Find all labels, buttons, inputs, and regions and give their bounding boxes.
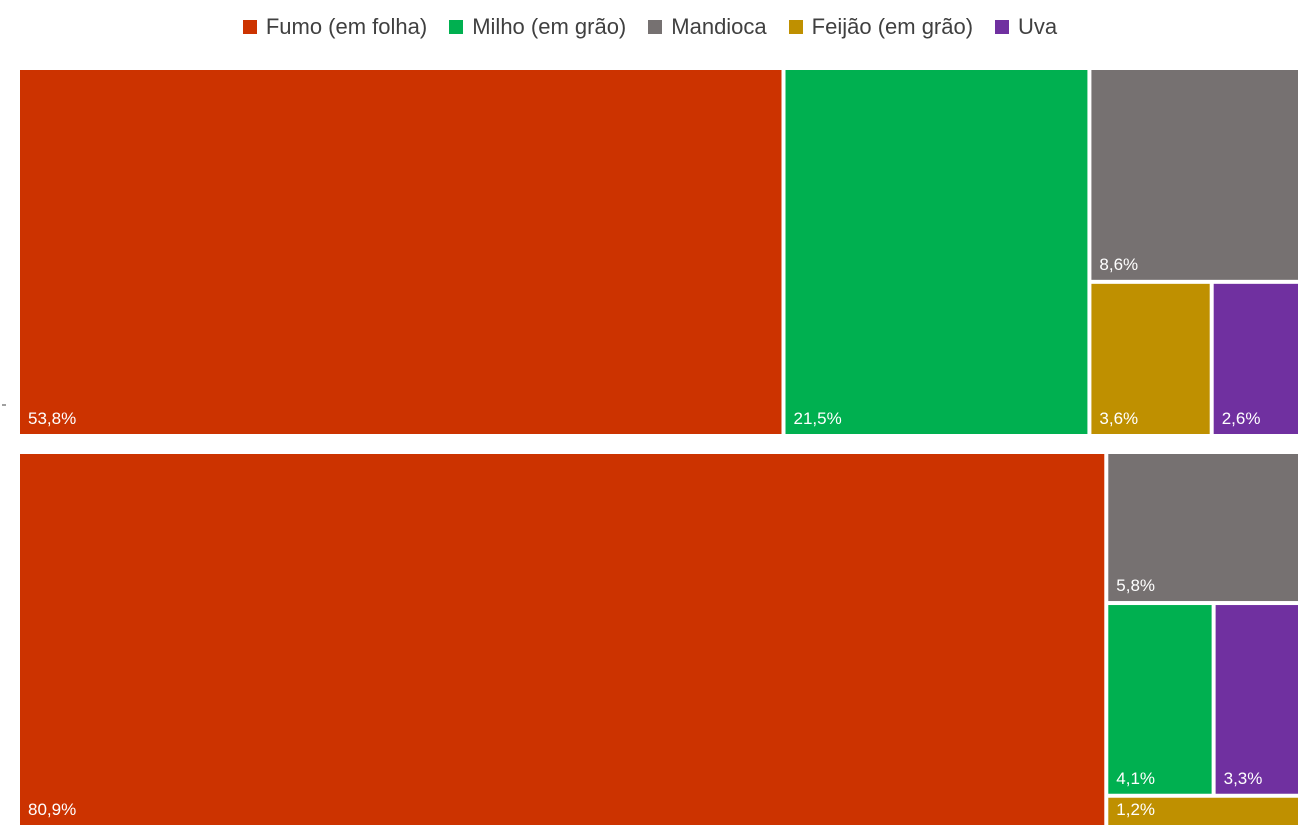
legend-swatch-milho [449,20,464,34]
data-label-feijao-em-grao: 1,2% [1116,800,1155,819]
data-label-milho-em-grao: 21,5% [794,409,842,428]
data-label-milho-em-grao: 4,1% [1116,769,1155,788]
treemap-cell-mandioca-panel-2: 5,8% [1108,454,1298,602]
treemap-cell-milho-em-grao-panel-2: 4,1% [1108,605,1212,794]
legend-label-fumo: Fumo (em folha) [265,14,428,39]
treemap-rect-feijao-em-grao [1108,797,1298,825]
legend-item-uva: Uva [995,14,1057,40]
legend-label-uva: Uva [1018,14,1058,39]
treemap-cell-uva-panel-2: 3,3% [1215,605,1298,794]
treemap-cell-feijao-em-grao-panel-1: 3,6% [1091,283,1210,434]
legend-swatch-mandioca [648,20,663,34]
legend-item-feijao: Feijão (em grão) [788,14,974,40]
legend-item-fumo: Fumo (em folha) [242,14,428,40]
treemap-cell-milho-em-grao-panel-1: 21,5% [785,70,1088,434]
legend-item-milho: Milho (em grão) [449,14,626,40]
treemap-rect-fumo-em-folha [20,454,1105,825]
treemap-rect-milho-em-grao [785,70,1088,434]
treemap-cell-fumo-em-folha-panel-2: 80,9% [20,454,1105,825]
legend-label-milho: Milho (em grão) [472,14,627,39]
data-label-uva: 3,3% [1224,769,1263,788]
data-label-mandioca: 5,8% [1116,576,1155,595]
treemap-cell-feijao-em-grao-panel-2: 1,2% [1108,797,1298,825]
treemap-rect-fumo-em-folha [20,70,782,434]
legend-swatch-feijao [788,20,803,34]
treemap-rect-mandioca [1108,454,1298,602]
treemap-cell-fumo-em-folha-panel-1: 53,8% [20,70,782,434]
treemap-cell-uva-panel-1: 2,6% [1213,283,1298,434]
treemap-rect-uva [1215,605,1298,794]
data-label-fumo-em-folha: 80,9% [28,800,76,819]
treemap-cell-mandioca-panel-1: 8,6% [1091,70,1298,280]
treemap-rect-feijao-em-grao [1091,283,1210,434]
data-label-mandioca: 8,6% [1099,255,1138,274]
treemap-rect-milho-em-grao [1108,605,1212,794]
legend-label-feijao: Feijão (em grão) [811,14,974,39]
legend-swatch-uva [995,20,1010,34]
chart-legend: Fumo (em folha) Milho (em grão) Mandioca… [0,14,1300,40]
treemap-rect-uva [1213,283,1298,434]
data-label-uva: 2,6% [1222,409,1261,428]
data-label-fumo-em-folha: 53,8% [28,409,76,428]
data-label-feijao-em-grao: 3,6% [1099,409,1138,428]
legend-swatch-fumo [242,20,257,34]
legend-label-mandioca: Mandioca [671,14,767,39]
legend-item-mandioca: Mandioca [648,14,767,40]
treemap-rect-mandioca [1091,70,1298,280]
